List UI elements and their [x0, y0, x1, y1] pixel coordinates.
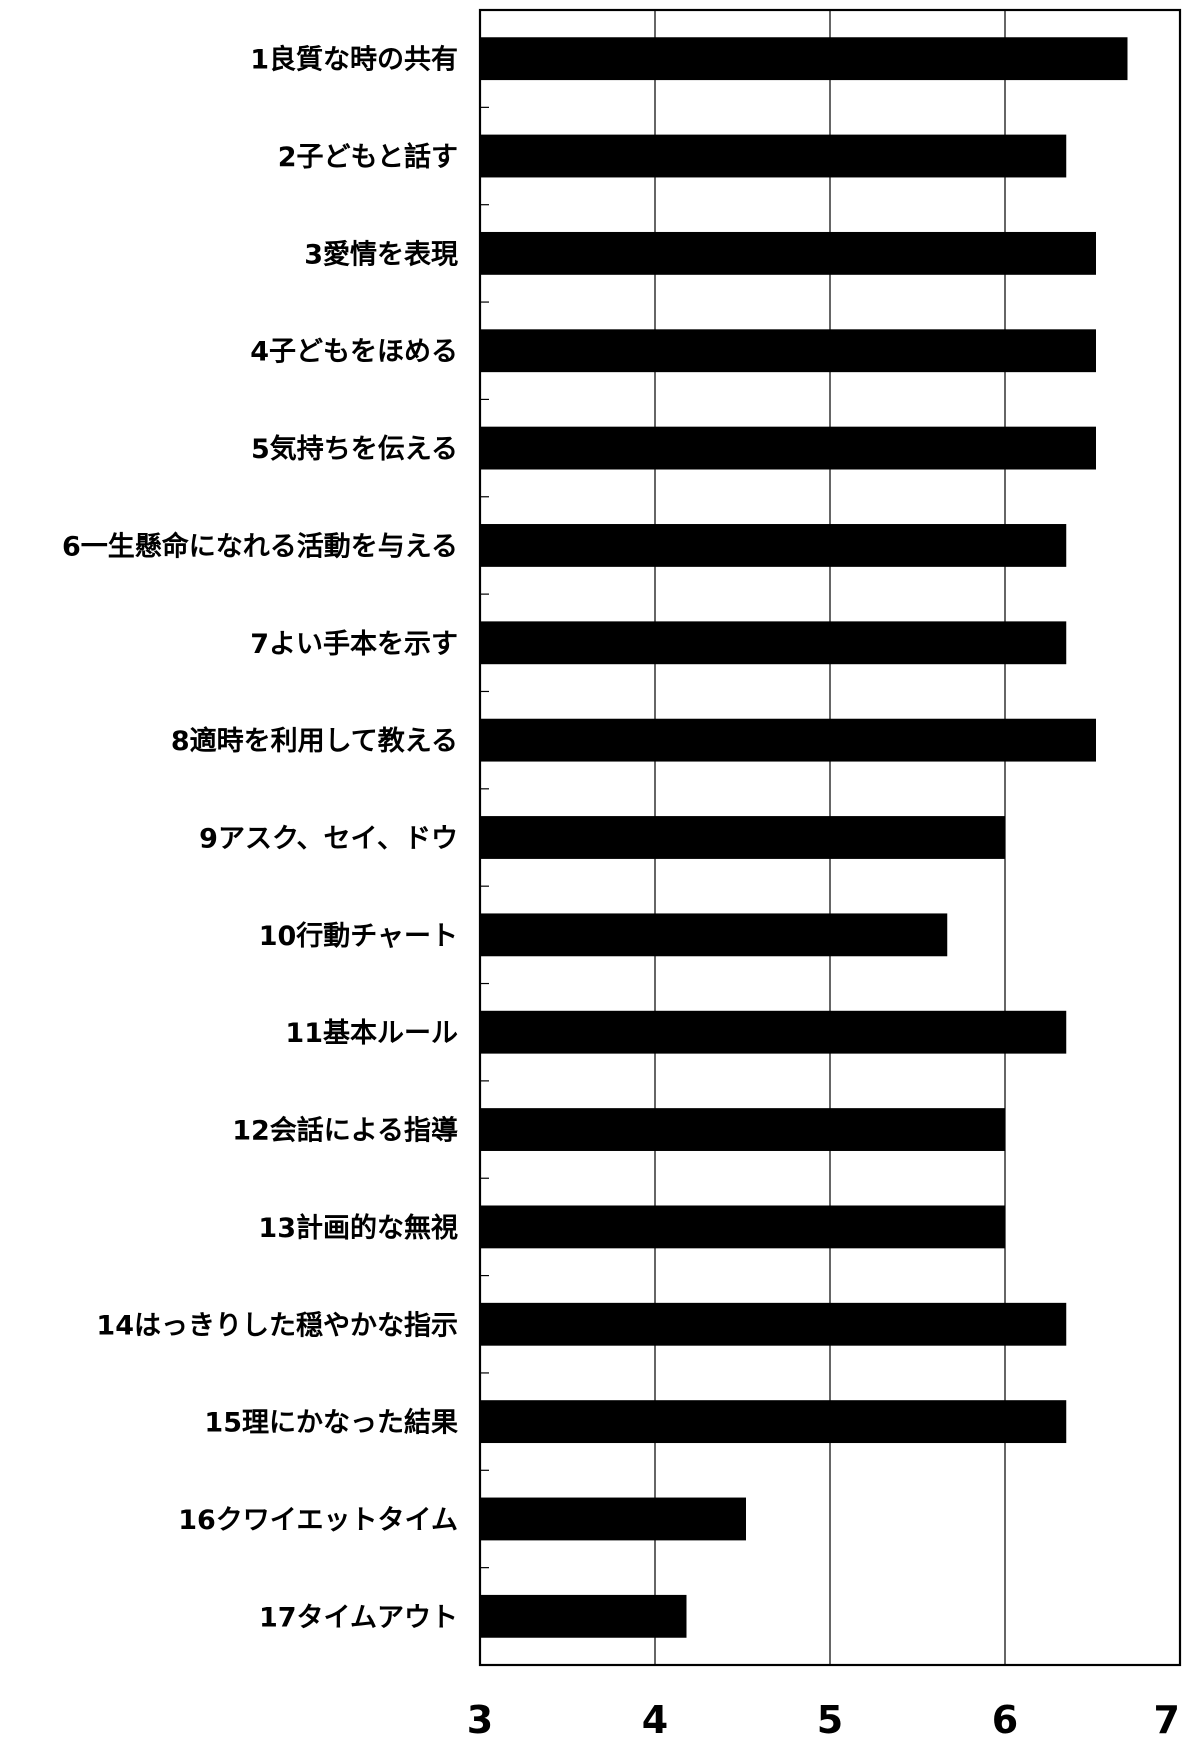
bar-1	[480, 37, 1128, 81]
category-label: 16クワイエットタイム	[178, 1505, 458, 1536]
bar-16	[480, 1497, 746, 1541]
category-label: 9アスク、セイ、ドウ	[199, 824, 458, 855]
category-label: 3愛情を表現	[304, 239, 458, 270]
bar-4	[480, 329, 1096, 373]
bar-13	[480, 1205, 1005, 1249]
bar-17	[480, 1594, 687, 1638]
category-label: 8適時を利用して教える	[171, 725, 458, 757]
bar-2	[480, 134, 1067, 178]
bar-6	[480, 524, 1067, 567]
bar-7	[480, 621, 1067, 665]
x-tick-label: 3	[467, 1698, 493, 1742]
category-label: 2子どもと話す	[278, 141, 458, 173]
x-tick-label: 7	[1154, 1698, 1180, 1742]
category-label: 4子どもをほめる	[250, 337, 458, 368]
bar-5	[480, 426, 1096, 470]
bar-8	[480, 718, 1096, 762]
category-label: 12会話による指導	[232, 1115, 458, 1147]
bar-15	[480, 1400, 1067, 1444]
x-tick-label: 5	[817, 1698, 843, 1742]
bar-11	[480, 1010, 1067, 1054]
category-label: 1良質な時の共有	[250, 44, 458, 76]
bar-14	[480, 1302, 1067, 1346]
category-label: 7よい手本を示す	[250, 629, 458, 660]
x-tick-label: 6	[992, 1698, 1018, 1742]
bar-3	[480, 231, 1096, 275]
category-label: 11基本ルール	[285, 1018, 458, 1049]
category-label: 17タイムアウト	[259, 1602, 458, 1633]
category-label: 14はっきりした穏やかな指示	[96, 1310, 458, 1341]
category-label: 6一生懸命になれる活動を与える	[62, 530, 458, 562]
category-label: 13計画的な無視	[258, 1212, 458, 1244]
category-label: 10行動チャート	[259, 920, 458, 952]
x-tick-label: 4	[642, 1698, 668, 1742]
bar-12	[480, 1108, 1005, 1151]
category-label: 15理にかなった結果	[204, 1407, 458, 1439]
bar-10	[480, 913, 948, 957]
bar-9	[480, 816, 1005, 859]
category-label: 5気持ちを伝える	[251, 433, 458, 465]
plot-frame	[478, 8, 1182, 1667]
